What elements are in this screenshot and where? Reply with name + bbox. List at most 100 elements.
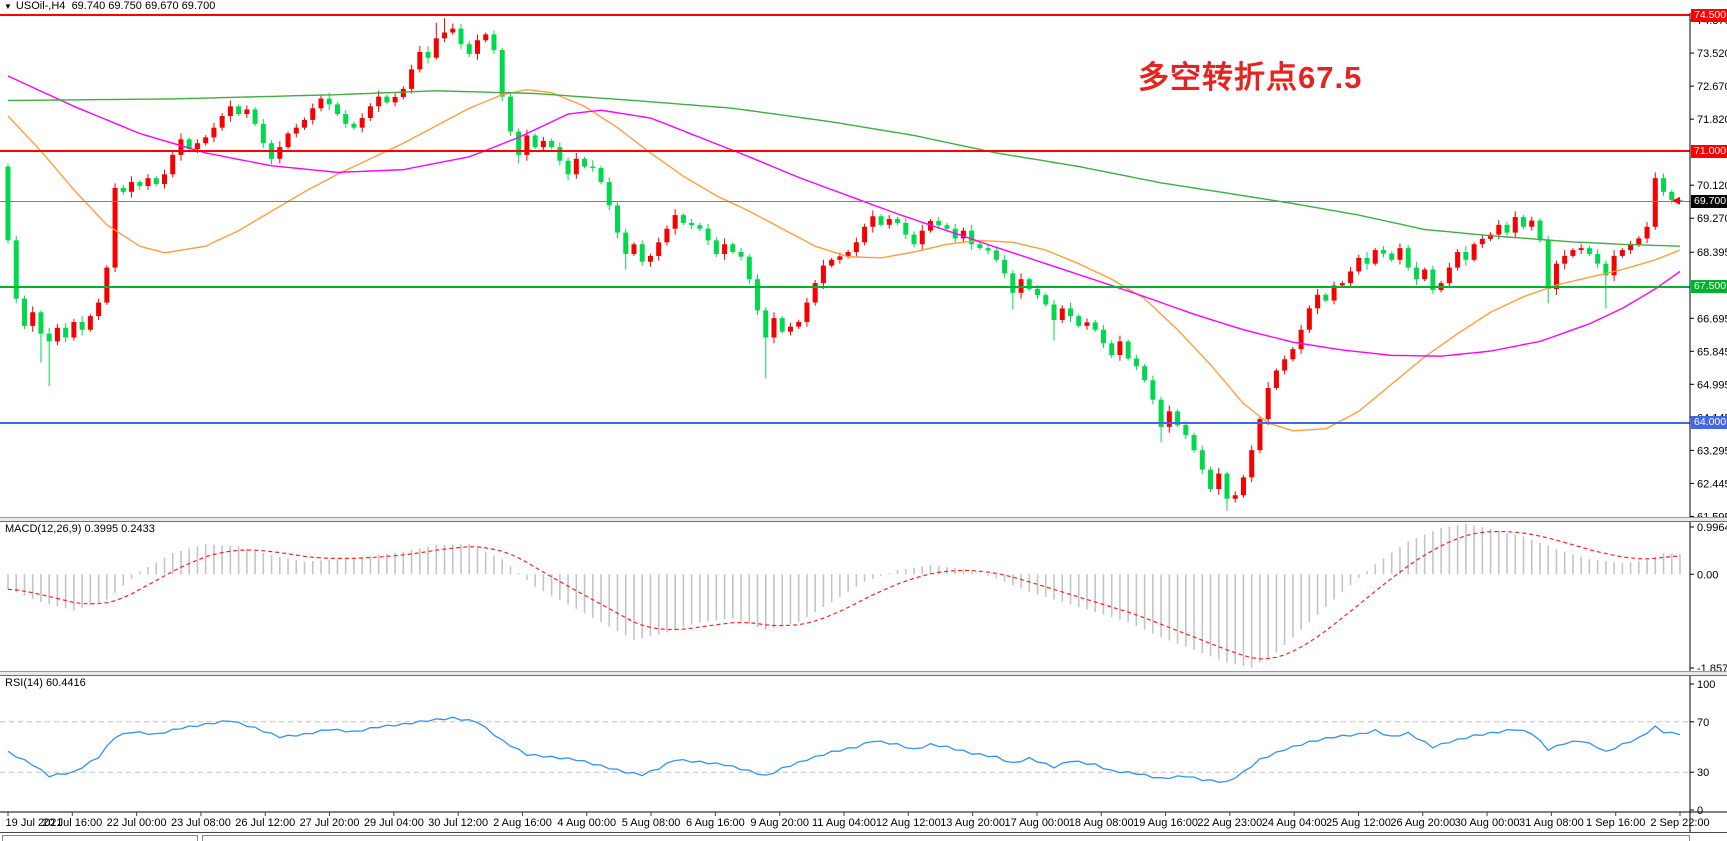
candle (1249, 450, 1255, 478)
time-tick-label: 22 Aug 23:00 (1197, 817, 1262, 829)
candle (211, 127, 217, 138)
candle (1133, 358, 1139, 367)
candle (442, 32, 448, 39)
time-tick-label: 31 Aug 08:00 (1519, 817, 1584, 829)
price-tick-label: 66.695 (1697, 313, 1727, 325)
candle (38, 312, 44, 334)
candle (672, 215, 678, 229)
candle (1175, 411, 1181, 425)
rsi-panel-layer[interactable] (0, 716, 1690, 783)
candle (1166, 411, 1172, 427)
candle (787, 326, 793, 332)
candle (1397, 248, 1403, 260)
candle (63, 327, 69, 338)
price-level-badge-74.500: 74.500 (1691, 8, 1727, 22)
candle (689, 222, 695, 226)
candle (771, 318, 777, 338)
candle (730, 244, 736, 253)
main-chart-layer[interactable] (0, 14, 1690, 511)
candle (1265, 388, 1271, 420)
candle (1504, 224, 1510, 233)
time-tick-label: 2 Sep 22:00 (1650, 817, 1709, 829)
candle (400, 88, 406, 97)
macd-panel-layer[interactable] (7, 523, 1681, 668)
price-tick-label: 65.845 (1697, 346, 1727, 358)
candle (1413, 267, 1419, 280)
candle (1273, 370, 1279, 389)
candle (565, 160, 571, 175)
macd-tick-label: 0.00 (1697, 569, 1718, 581)
candle (1529, 220, 1535, 227)
candle (812, 283, 818, 303)
panel-divider-rsi[interactable] (0, 671, 1727, 676)
candle (969, 230, 975, 245)
price-tick-label: 68.395 (1697, 247, 1727, 259)
candle (796, 321, 802, 327)
candle (1644, 226, 1650, 239)
candle (763, 310, 769, 338)
candle (1595, 253, 1601, 264)
candle (1471, 244, 1477, 260)
price-tick-label: 63.295 (1697, 445, 1727, 457)
candle (1339, 283, 1345, 286)
candle (79, 321, 85, 330)
rsi-line (7, 716, 1681, 783)
ma-fast-orange (7, 88, 1681, 432)
candle (960, 230, 966, 239)
time-tick-label: 4 Aug 00:00 (557, 817, 616, 829)
candle (779, 318, 785, 332)
scrollbar-left-box[interactable] (2, 835, 198, 841)
candle (639, 244, 645, 262)
candle (614, 205, 620, 233)
candle (1430, 269, 1436, 291)
candle (433, 38, 439, 58)
symbol-name: USOil-,H4 (15, 0, 66, 12)
candle (1636, 238, 1642, 245)
time-tick-label: 22 Jul 00:00 (107, 817, 167, 829)
candle (1537, 220, 1543, 241)
candle (252, 109, 258, 124)
candle (1232, 495, 1238, 499)
candle (1150, 380, 1156, 400)
candle (367, 106, 373, 118)
time-tick-label: 2 Aug 16:00 (493, 817, 552, 829)
annotation-text: 多空转折点67.5 (1138, 60, 1363, 95)
candle (5, 166, 11, 241)
symbol-dropdown-icon[interactable]: ▼ (4, 2, 12, 11)
horizontal-scrollbar[interactable] (0, 832, 1727, 841)
ma-slow-green (7, 90, 1681, 247)
candle (145, 178, 151, 186)
candle (153, 178, 159, 185)
current-price-badge: 69.700 (1691, 195, 1727, 208)
candle (1405, 248, 1411, 268)
candle (738, 252, 744, 257)
candle (746, 256, 752, 280)
scrollbar-track[interactable] (202, 835, 1690, 841)
rsi-tick-label: 0 (1697, 805, 1703, 817)
price-tick-label: 64.995 (1697, 379, 1727, 391)
candle (1224, 473, 1230, 499)
candle (1578, 248, 1584, 251)
candle (1545, 240, 1551, 289)
candle (1290, 349, 1296, 360)
candle (886, 218, 892, 225)
candle (1092, 322, 1098, 330)
panel-divider-macd[interactable] (0, 517, 1727, 522)
candle (993, 250, 999, 260)
candle (549, 140, 555, 148)
candle (845, 252, 851, 257)
candle (1553, 263, 1559, 289)
candle (1364, 257, 1370, 264)
candle (1199, 450, 1205, 470)
candle (944, 225, 950, 229)
candle (903, 222, 909, 235)
candle (474, 40, 480, 54)
candle (384, 96, 390, 103)
candle (1002, 259, 1008, 274)
candle (1298, 329, 1304, 350)
price-level-badge-67.500: 67.500 (1691, 280, 1727, 294)
candle (260, 123, 266, 144)
